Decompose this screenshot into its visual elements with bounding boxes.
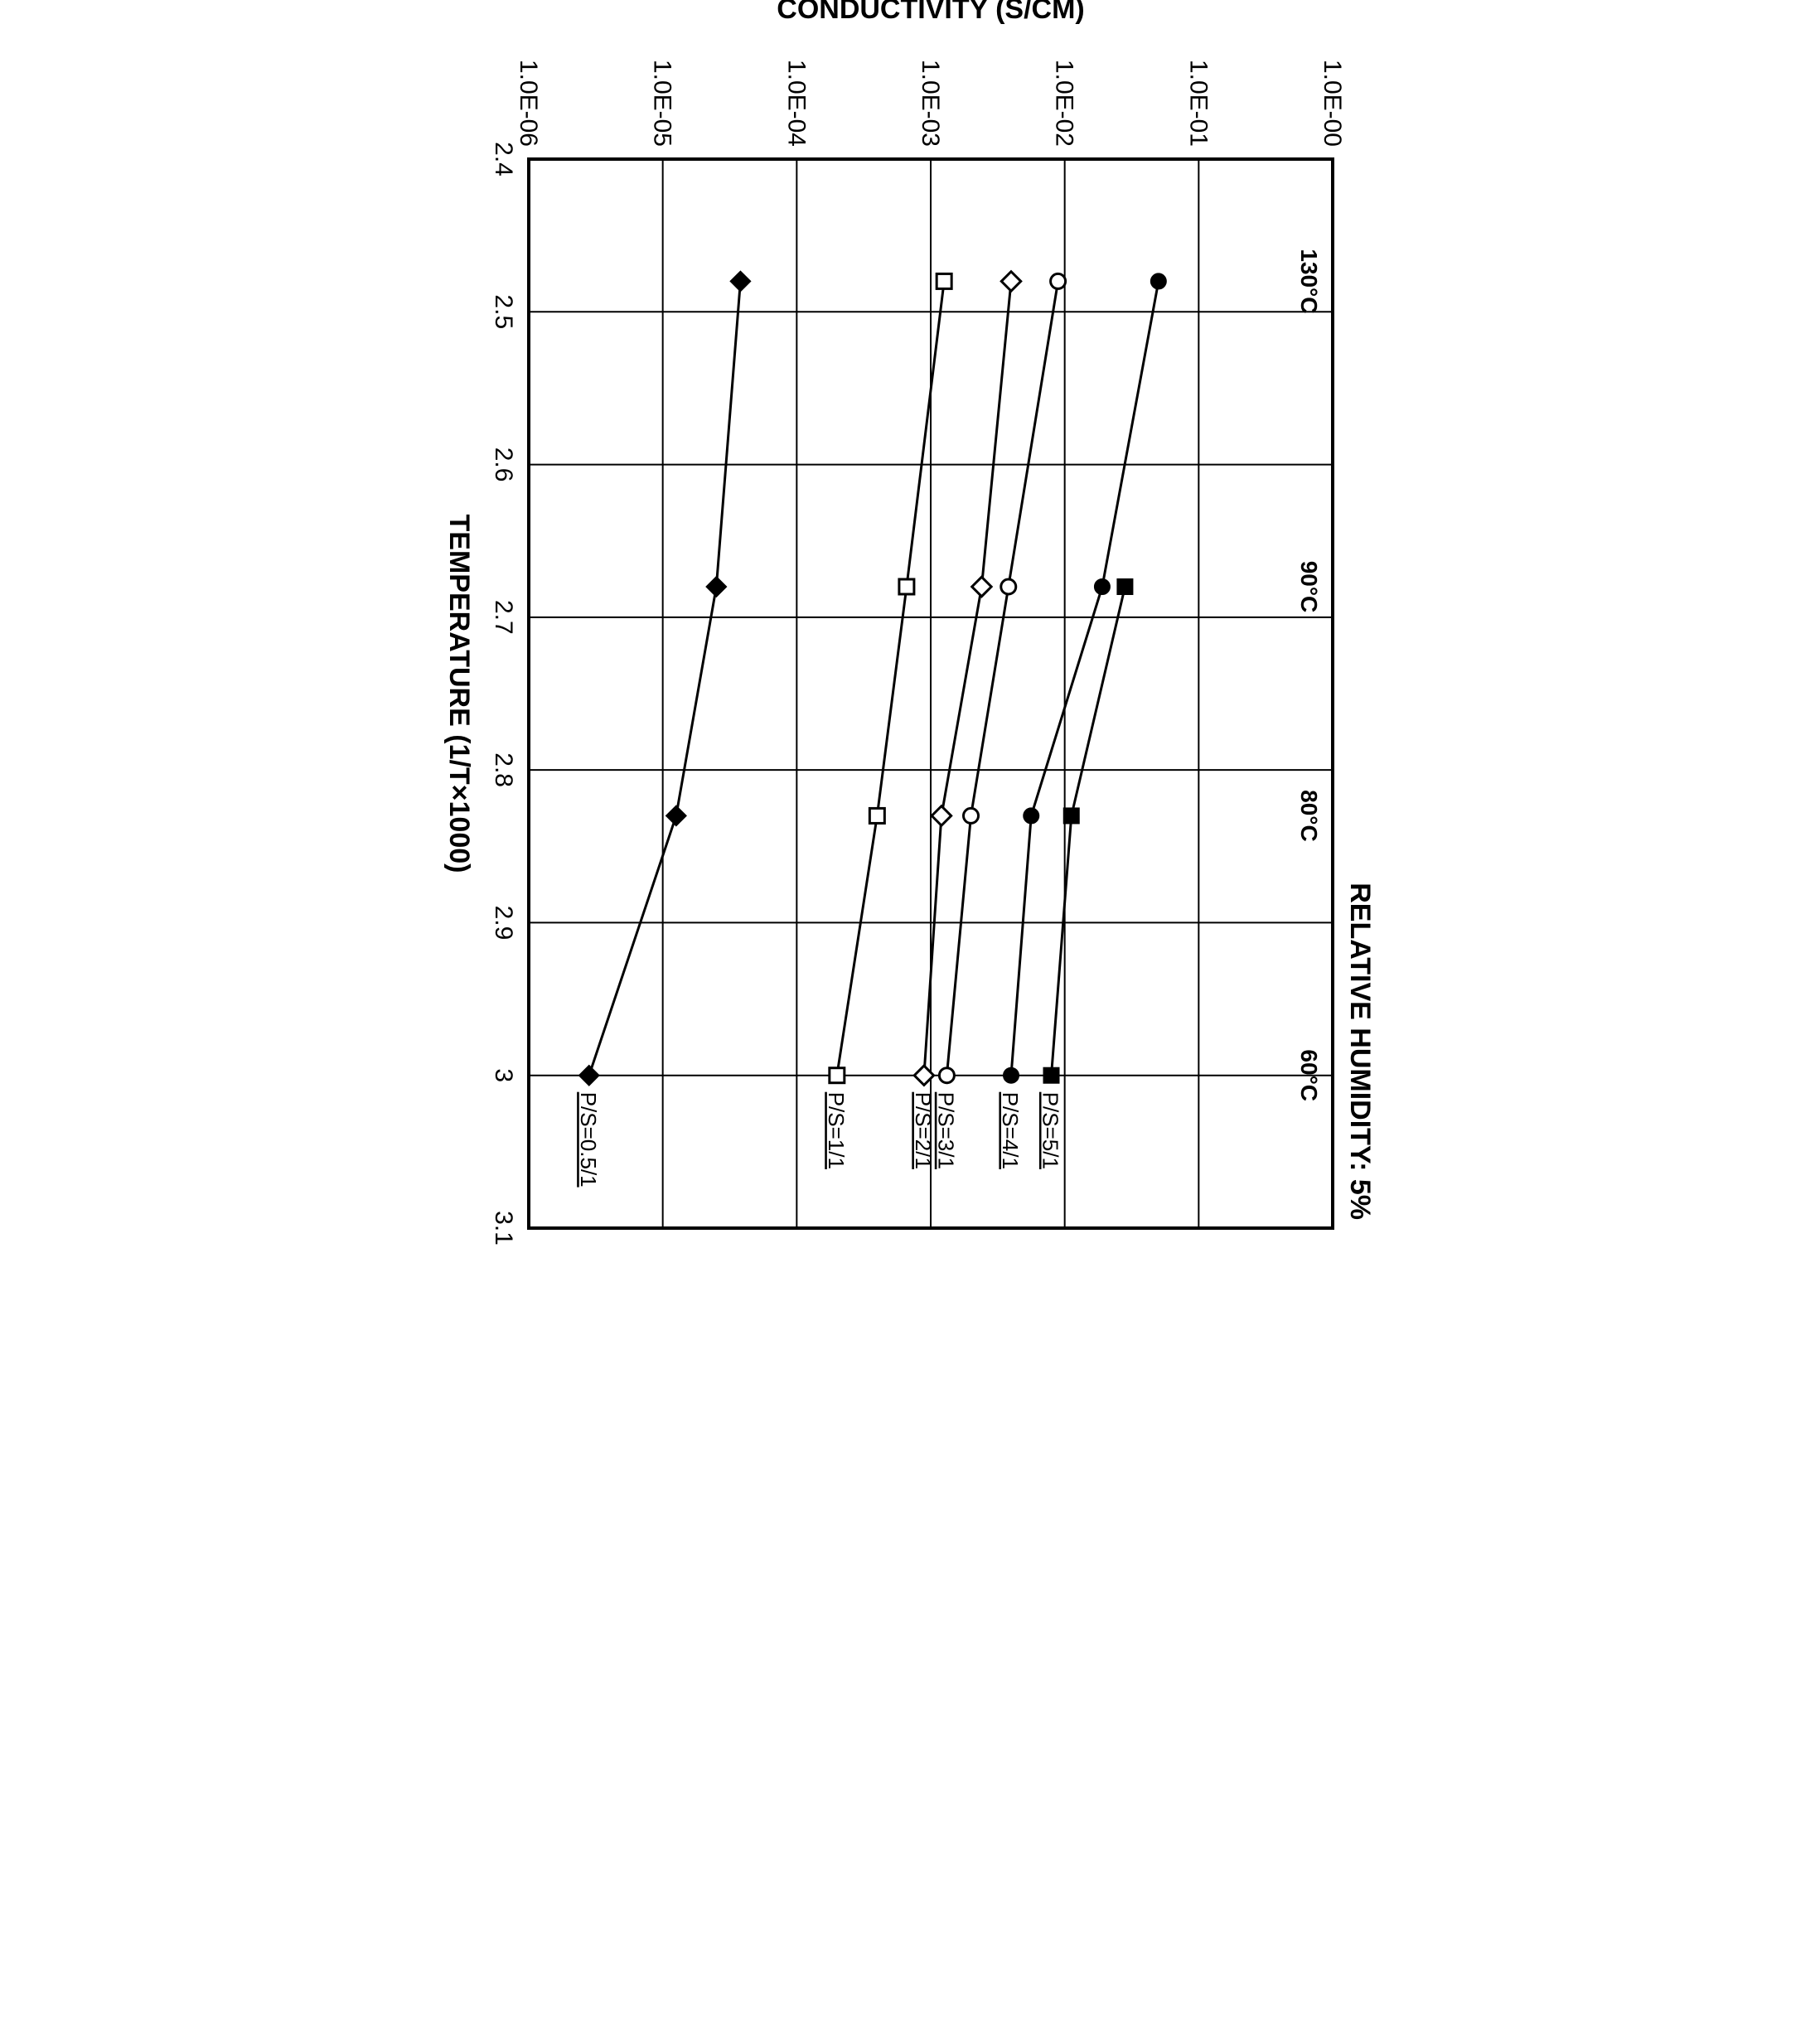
- svg-text:2.7: 2.7: [490, 600, 517, 635]
- svg-text:90°C: 90°C: [1296, 561, 1322, 613]
- figure-container: FIG.1 1.0E-001.0E-011.0E-021.0E-031.0E-0…: [33, 33, 1787, 1129]
- svg-text:1.0E-03: 1.0E-03: [917, 60, 944, 147]
- svg-text:P/S=1/1: P/S=1/1: [824, 1092, 849, 1169]
- svg-text:TEMPERATURE (1/T×1000): TEMPERATURE (1/T×1000): [443, 515, 475, 873]
- svg-text:2.5: 2.5: [490, 294, 517, 329]
- svg-text:60°C: 60°C: [1296, 1049, 1322, 1101]
- svg-text:3: 3: [490, 1068, 517, 1082]
- rotated-chart: 1.0E-00 1.0E-01 1.0E-02 1.0E-03 1.0E-04 1.0E-…: [413, 0, 1407, 1294]
- chart-svg: 1.0E-00 1.0E-01 1.0E-02 1.0E-03 1.0E-04 1.0E-…: [413, 0, 1407, 1294]
- svg-text:1.0E-05: 1.0E-05: [649, 60, 676, 147]
- svg-text:80°C: 80°C: [1296, 790, 1322, 842]
- svg-text:1.0E-00: 1.0E-00: [1319, 60, 1346, 147]
- svg-text:CONDUCTIVITY (S/CM): CONDUCTIVITY (S/CM): [777, 0, 1084, 25]
- svg-text:1.0E-06: 1.0E-06: [515, 60, 542, 147]
- svg-text:P/S=4/1: P/S=4/1: [998, 1092, 1023, 1169]
- svg-text:P/S=5/1: P/S=5/1: [1038, 1092, 1063, 1169]
- svg-text:P/S=2/1: P/S=2/1: [911, 1092, 936, 1169]
- svg-text:P/S=0.5/1: P/S=0.5/1: [576, 1092, 601, 1188]
- chart-wrapper: 1.0E-001.0E-011.0E-021.0E-031.0E-041.0E-…: [33, 134, 1787, 1129]
- svg-text:1.0E-04: 1.0E-04: [782, 60, 810, 147]
- svg-text:2.9: 2.9: [490, 906, 517, 941]
- svg-text:1.0E-01: 1.0E-01: [1184, 60, 1212, 147]
- svg-text:2.4: 2.4: [490, 142, 517, 177]
- svg-text:RELATIVE HUMIDITY: 5%: RELATIVE HUMIDITY: 5%: [1344, 883, 1376, 1220]
- svg-text:1.0E-02: 1.0E-02: [1051, 60, 1078, 147]
- svg-text:2.8: 2.8: [490, 752, 517, 787]
- svg-text:2.6: 2.6: [490, 447, 517, 482]
- svg-text:P/S=3/1: P/S=3/1: [933, 1092, 958, 1169]
- svg-text:3.1: 3.1: [490, 1211, 517, 1246]
- svg-text:130°C: 130°C: [1296, 249, 1322, 313]
